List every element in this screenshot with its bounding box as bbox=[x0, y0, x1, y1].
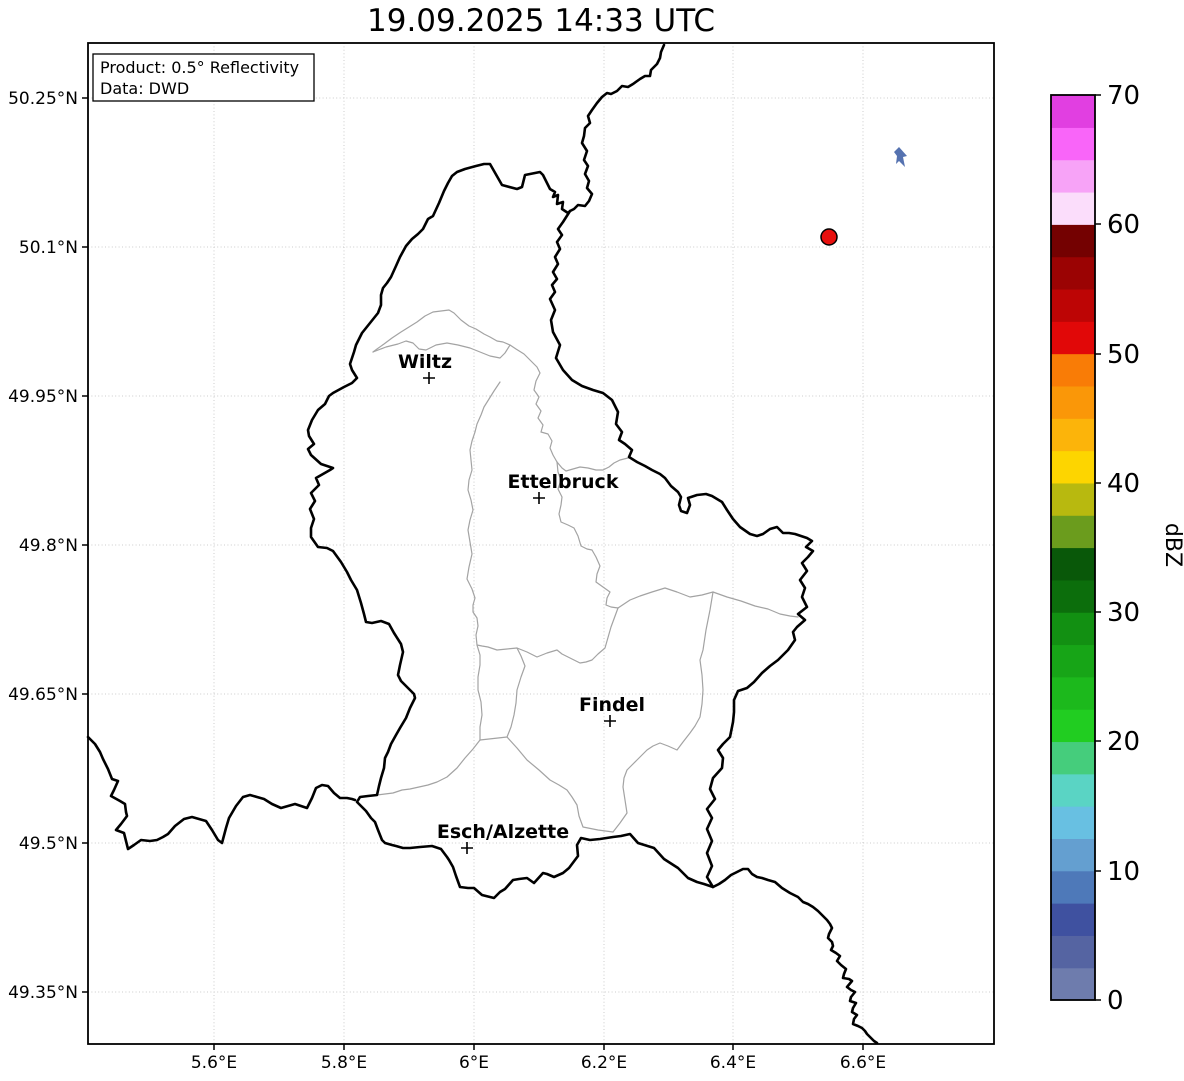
luxembourg-border bbox=[306, 162, 815, 900]
cbar-tick-label: 40 bbox=[1107, 469, 1140, 499]
product-info-line: Product: 0.5° Reflectivity bbox=[100, 58, 299, 77]
canton-borders bbox=[372, 309, 799, 833]
lon-tick-label: 6.2°E bbox=[581, 1053, 627, 1073]
city-marker-wiltz bbox=[423, 372, 435, 384]
colorbar-segments bbox=[1051, 95, 1095, 1001]
cbar-tick-label: 60 bbox=[1107, 210, 1140, 240]
lat-tick-label: 49.5°N bbox=[19, 834, 78, 854]
city-annotations: Wiltz Ettelbruck Findel Esch/Alzette bbox=[398, 351, 645, 854]
data-source-line: Data: DWD bbox=[100, 79, 189, 98]
city-label-esch-alzette: Esch/Alzette bbox=[437, 821, 569, 843]
city-label-wiltz: Wiltz bbox=[398, 351, 452, 373]
colorbar-axis-label: dBZ bbox=[1160, 523, 1184, 567]
lat-tick-label: 49.95°N bbox=[8, 387, 78, 407]
cbar-tick-label: 0 bbox=[1107, 986, 1124, 1016]
city-marker-esch-alzette bbox=[461, 842, 473, 854]
latitude-tick-labels: 50.25°N 50.1°N 49.95°N 49.8°N 49.65°N 49… bbox=[8, 89, 78, 1003]
lat-tick-label: 49.35°N bbox=[8, 983, 78, 1003]
graticule-grid bbox=[88, 43, 994, 1044]
city-label-findel: Findel bbox=[579, 694, 645, 716]
weak-echo-marker bbox=[894, 147, 907, 167]
belgium-germany-border bbox=[568, 43, 666, 213]
lon-tick-label: 5.6°E bbox=[191, 1053, 237, 1073]
axis-tick-marks bbox=[82, 97, 864, 1050]
colorbar-tick-marks bbox=[1095, 94, 1101, 1001]
cbar-tick-label: 20 bbox=[1107, 727, 1140, 757]
map-frame bbox=[87, 42, 995, 1045]
lon-tick-label: 6°E bbox=[459, 1053, 489, 1073]
lon-tick-label: 6.6°E bbox=[840, 1053, 886, 1073]
plot-title: 19.09.2025 14:33 UTC bbox=[367, 3, 715, 39]
storm-cell-marker bbox=[820, 228, 838, 246]
cbar-tick-label: 10 bbox=[1107, 857, 1140, 887]
france-germany-border bbox=[711, 867, 879, 1045]
city-label-ettelbruck: Ettelbruck bbox=[508, 471, 619, 493]
lat-tick-label: 50.1°N bbox=[19, 238, 78, 258]
cbar-tick-label: 30 bbox=[1107, 598, 1140, 628]
city-marker-ettelbruck bbox=[533, 492, 545, 504]
cbar-tick-label: 70 bbox=[1107, 81, 1140, 111]
radar-echoes bbox=[820, 147, 907, 246]
lon-tick-label: 5.8°E bbox=[321, 1053, 367, 1073]
lat-tick-label: 49.8°N bbox=[19, 536, 78, 556]
lat-tick-label: 50.25°N bbox=[8, 89, 78, 109]
colorbar-tick-labels: 70 60 50 40 30 20 10 0 bbox=[1107, 81, 1140, 1016]
product-info-box: Product: 0.5° Reflectivity Data: DWD bbox=[92, 53, 315, 102]
country-borders bbox=[86, 43, 879, 1045]
city-marker-findel bbox=[604, 715, 616, 727]
cbar-tick-label: 50 bbox=[1107, 340, 1140, 370]
lat-tick-label: 49.65°N bbox=[8, 685, 78, 705]
lon-tick-label: 6.4°E bbox=[710, 1053, 756, 1073]
colorbar-frame bbox=[1050, 94, 1096, 1001]
longitude-tick-labels: 5.6°E 5.8°E 6°E 6.2°E 6.4°E 6.6°E bbox=[191, 1053, 886, 1073]
belgium-france-border bbox=[86, 735, 357, 851]
